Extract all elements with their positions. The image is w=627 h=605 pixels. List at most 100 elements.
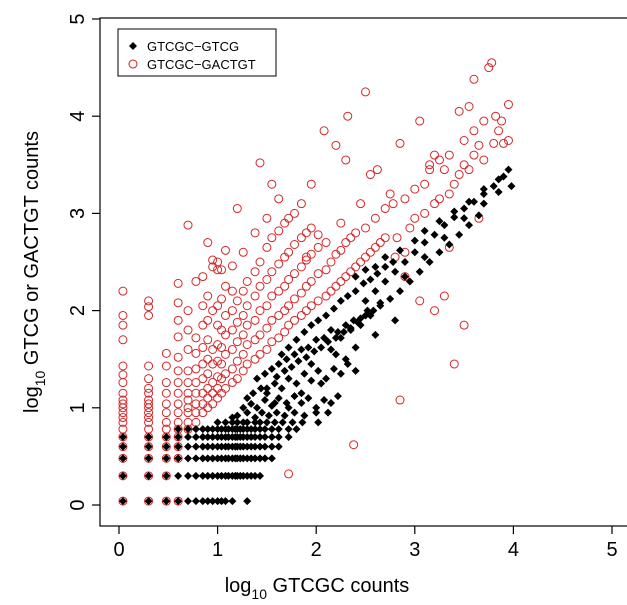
gactgt-point <box>232 337 242 347</box>
gtcg-point <box>251 425 260 434</box>
gtcg-point <box>430 230 439 239</box>
gtcg-point <box>262 384 271 393</box>
gactgt-point <box>267 337 277 347</box>
gactgt-point <box>262 274 272 284</box>
gactgt-point <box>242 301 252 311</box>
gtcg-point <box>290 392 299 401</box>
gactgt-point <box>161 361 171 371</box>
gactgt-point <box>173 352 183 362</box>
gactgt-point <box>173 315 183 325</box>
gactgt-point <box>395 395 405 405</box>
gactgt-point <box>173 332 183 342</box>
gactgt-point <box>173 399 183 409</box>
gtcg-point <box>174 454 183 463</box>
gactgt-point <box>290 269 300 279</box>
gtcg-point <box>233 411 242 420</box>
gactgt-point <box>267 179 277 189</box>
gactgt-point <box>191 408 201 418</box>
gtcg-point <box>203 432 212 441</box>
gtcg-point <box>162 471 171 480</box>
gactgt-point <box>203 238 213 248</box>
gactgt-point <box>173 378 183 388</box>
gtcg-point <box>162 497 171 506</box>
gactgt-point <box>351 228 361 238</box>
gactgt-point <box>370 242 380 252</box>
gtcg-point <box>262 389 271 398</box>
gtcg-point <box>118 497 127 506</box>
gtcg-point <box>507 182 516 191</box>
gtcg-point <box>317 343 326 352</box>
gactgt-point <box>262 213 272 223</box>
gtcg-point <box>400 258 409 266</box>
gtcg-point <box>474 211 483 220</box>
x-tick-label: 0 <box>113 539 124 561</box>
gtcg-point <box>298 418 307 427</box>
gactgt-point <box>220 349 230 359</box>
gactgt-point <box>250 291 260 301</box>
gtcg-point <box>307 321 316 330</box>
gtcg-point <box>288 418 297 427</box>
gtcg-point <box>297 345 306 354</box>
gactgt-point <box>356 257 366 267</box>
gactgt-point <box>321 238 331 248</box>
gactgt-point <box>321 265 331 275</box>
legend-diamond-icon <box>129 42 137 50</box>
gactgt-point <box>306 249 316 259</box>
plot-frame <box>99 17 627 527</box>
gtcg-point <box>312 408 321 417</box>
gtcg-point <box>191 425 200 434</box>
gtcg-point <box>272 372 281 381</box>
legend-box <box>117 28 277 77</box>
gactgt-point <box>341 155 351 165</box>
gactgt-point <box>365 247 375 257</box>
series-gtcgc-gtcg <box>118 165 516 506</box>
gtcg-point <box>208 471 217 480</box>
gtcg-point <box>400 272 409 281</box>
gtcg-point <box>255 432 264 441</box>
gactgt-point <box>262 323 272 333</box>
gactgt-point <box>238 366 248 376</box>
gtcg-point <box>280 411 289 420</box>
gactgt-point <box>227 261 237 271</box>
gtcg-point <box>460 214 469 223</box>
gactgt-point <box>238 286 248 296</box>
x-tick-label: 1 <box>212 539 223 561</box>
gactgt-point <box>161 417 171 427</box>
x-axis: 0 1 2 3 4 5 <box>113 526 618 561</box>
gtcg-point <box>144 471 153 480</box>
gactgt-point <box>356 199 366 209</box>
gactgt-point <box>183 344 193 354</box>
gtcg-point <box>255 442 264 451</box>
gactgt-point <box>250 228 260 238</box>
gactgt-point <box>232 356 242 366</box>
gactgt-point <box>267 233 277 243</box>
gactgt-point <box>198 320 208 330</box>
gactgt-point <box>198 408 208 418</box>
gtcg-point <box>260 396 269 405</box>
gtcg-point <box>460 204 469 213</box>
gtcg-point <box>284 432 293 441</box>
gactgt-point <box>255 281 265 291</box>
gactgt-point <box>444 189 454 199</box>
gactgt-point <box>173 298 183 308</box>
gtcg-point <box>469 197 478 206</box>
gactgt-point <box>341 238 351 248</box>
gactgt-point <box>290 240 300 250</box>
gactgt-point <box>280 281 290 291</box>
gactgt-point <box>469 126 479 136</box>
gactgt-point <box>227 325 237 335</box>
gtcg-point <box>251 442 260 451</box>
gtcg-point <box>381 262 390 271</box>
gtcg-point <box>294 357 303 366</box>
gactgt-point <box>227 344 237 354</box>
gactgt-point <box>405 223 415 233</box>
gtcg-point <box>329 304 338 313</box>
gtcg-point <box>174 432 183 441</box>
gtcg-point <box>494 188 503 197</box>
gactgt-point <box>434 194 444 204</box>
gactgt-point <box>183 395 193 405</box>
gactgt-point <box>220 369 230 379</box>
y-axis: 0 1 2 3 4 5 <box>67 13 100 511</box>
gactgt-point <box>144 399 154 409</box>
gactgt-point <box>290 294 300 304</box>
